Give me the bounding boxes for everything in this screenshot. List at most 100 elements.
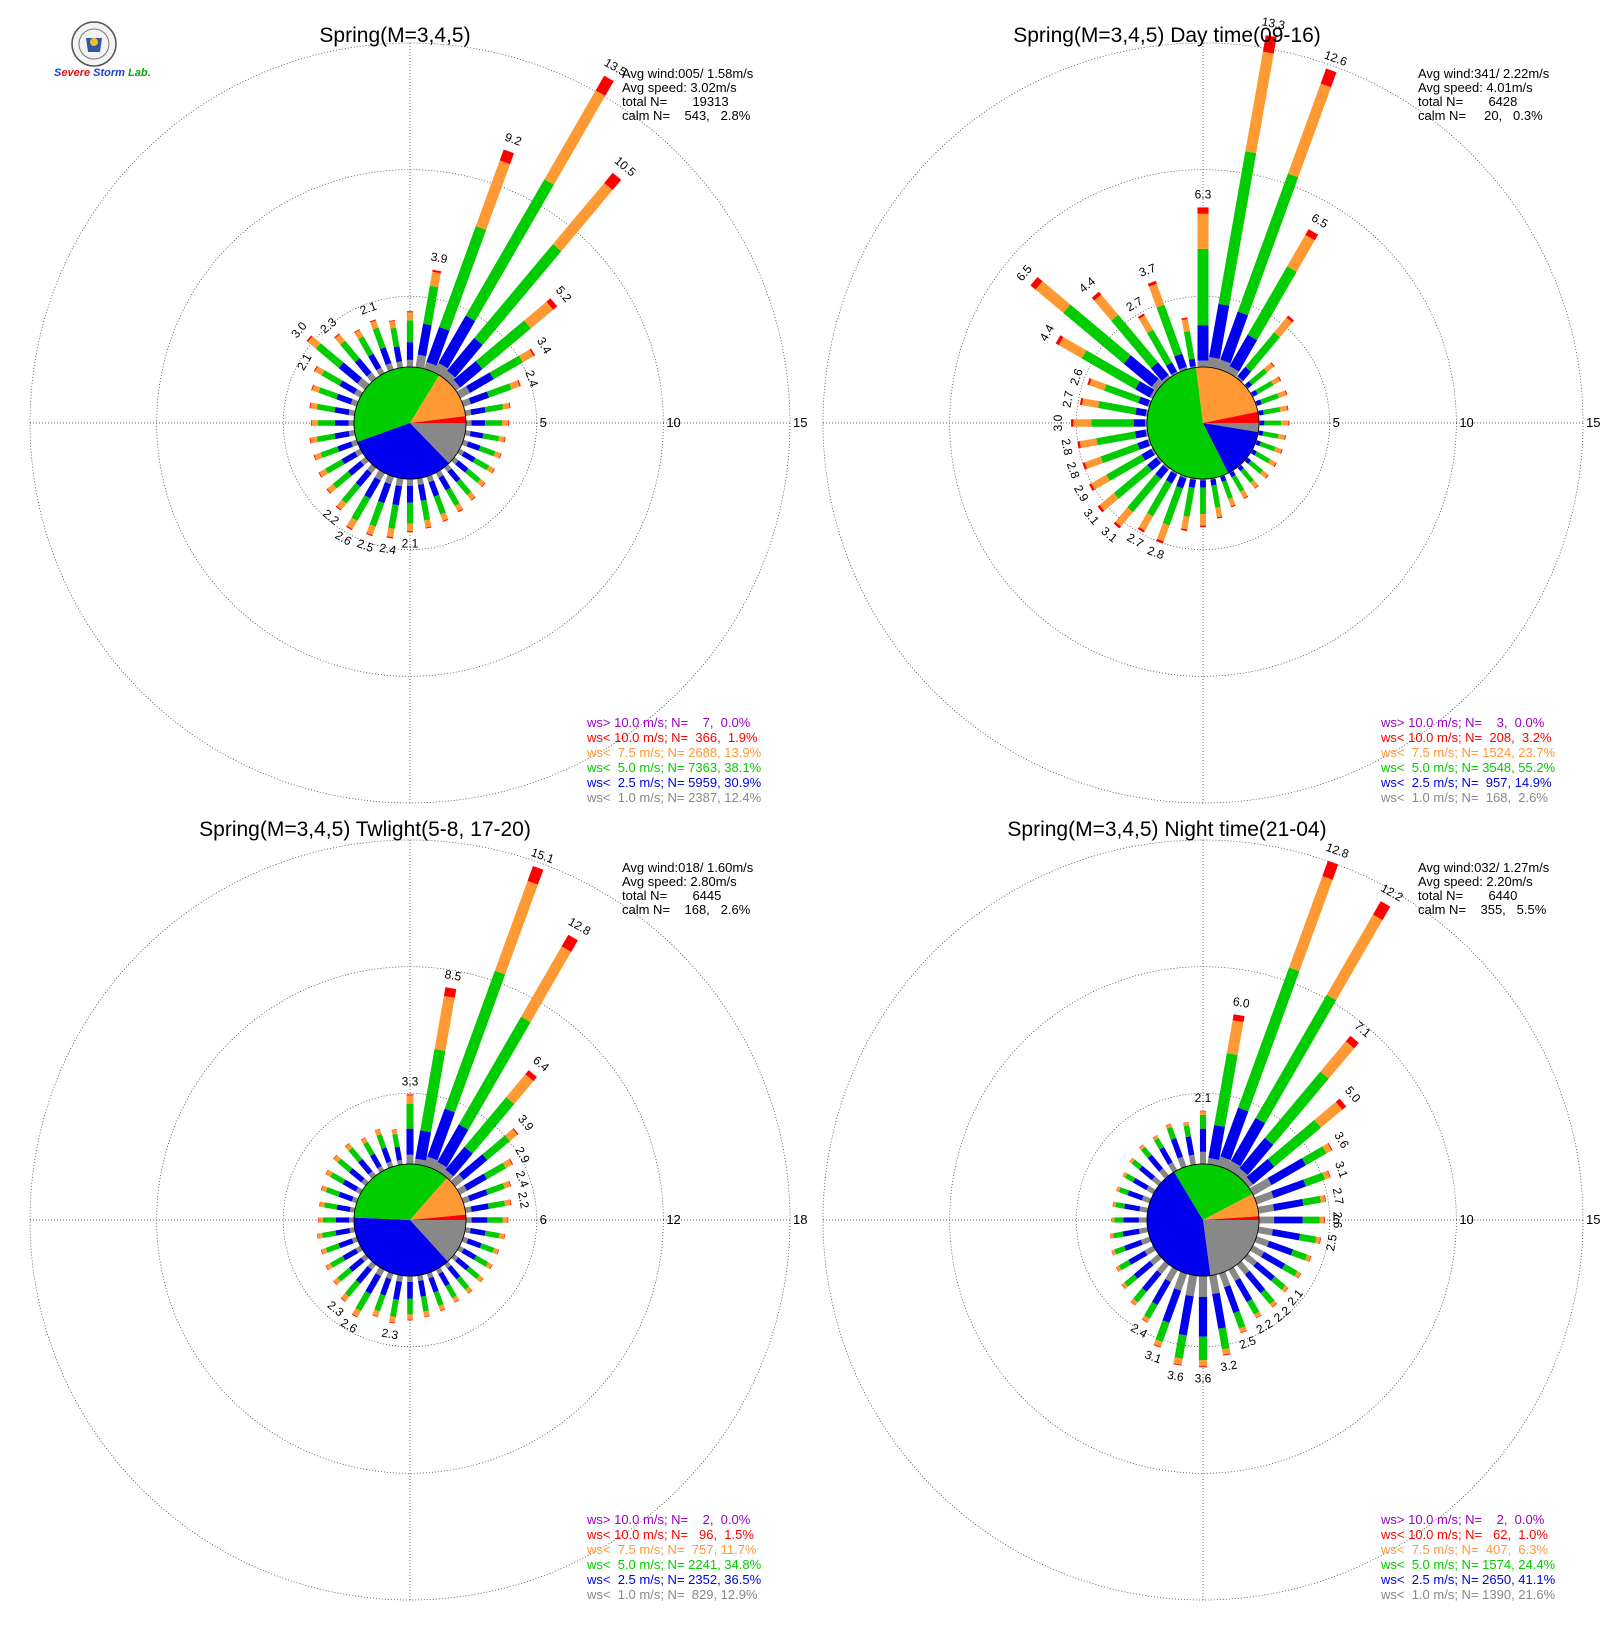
bar-value-label: 5.0	[1342, 1083, 1364, 1105]
bar-segment	[1113, 521, 1122, 529]
bar-segment	[321, 370, 343, 386]
bar-segment	[504, 1128, 518, 1142]
direction-bar	[1087, 378, 1152, 408]
bar-segment	[1158, 1168, 1170, 1179]
bar-segment	[441, 1169, 454, 1181]
bar-segment	[350, 439, 359, 447]
bar-segment	[1345, 1035, 1359, 1049]
ring-label: 15	[1586, 415, 1600, 430]
pie-slice	[1203, 423, 1259, 433]
bar-segment	[1188, 358, 1196, 368]
bar-segment	[502, 402, 510, 410]
bar-segment	[1178, 1294, 1194, 1336]
legend-entry: ws< 2.5 m/s; N= 957, 14.9%	[1380, 775, 1552, 790]
bar-segment	[1238, 967, 1300, 1112]
bar-segment	[1168, 1162, 1178, 1173]
pie-slice	[1147, 367, 1229, 480]
bar-segment	[1244, 384, 1249, 389]
direction-bar	[461, 1180, 512, 1204]
bar-segment	[1130, 1301, 1136, 1306]
bar-segment	[1242, 1176, 1254, 1188]
bar-value-label: 3.1	[1332, 1159, 1351, 1180]
bar-segment	[1087, 378, 1092, 386]
bar-segment	[461, 451, 476, 463]
bar-segment	[381, 1147, 392, 1164]
bar-segment	[1244, 1270, 1266, 1294]
bar-segment	[1121, 1284, 1126, 1290]
bar-segment	[333, 1277, 341, 1285]
bar-segment	[492, 1247, 499, 1255]
bar-segment	[544, 90, 606, 185]
bar-segment	[527, 865, 544, 885]
bar-segment	[1220, 475, 1227, 482]
bar-segment	[502, 420, 509, 426]
direction-bar	[1091, 291, 1171, 384]
bar-segment	[440, 512, 449, 521]
bar-segment	[396, 1159, 403, 1166]
bar-segment	[358, 336, 374, 357]
bar-segment	[1110, 1233, 1114, 1239]
bar-segment	[1258, 430, 1264, 436]
bar-segment	[335, 1228, 351, 1236]
bar-segment	[529, 348, 536, 357]
bar-value-label: 6.5	[1013, 262, 1035, 284]
direction-bar	[310, 420, 354, 426]
bar-segment	[509, 380, 520, 390]
bar-segment	[1208, 1124, 1226, 1160]
bar-segment	[341, 1293, 350, 1302]
bar-segment	[417, 1274, 424, 1282]
direction-bar	[1181, 317, 1197, 369]
bar-segment	[374, 469, 385, 481]
direction-bar	[461, 439, 502, 459]
direction-bar	[1141, 1266, 1178, 1323]
bar-segment	[1250, 479, 1259, 489]
pie-slice	[354, 1217, 448, 1277]
bar-segment	[1115, 1202, 1126, 1209]
bar-segment	[524, 301, 554, 329]
bar-segment	[1267, 1240, 1294, 1256]
bar-segment	[1129, 1157, 1133, 1162]
bar-segment	[546, 298, 558, 310]
direction-bar	[309, 429, 356, 444]
bar-segment	[1208, 1274, 1220, 1295]
direction-bar	[1208, 1274, 1231, 1356]
bar-segment	[344, 1142, 350, 1148]
bar-segment	[1314, 1101, 1343, 1128]
bar-segment	[1298, 1233, 1317, 1244]
bar-segment	[1297, 1272, 1302, 1279]
direction-bar	[1071, 419, 1147, 427]
bar-segment	[1279, 405, 1288, 412]
bar-segment	[1249, 368, 1268, 385]
bar-segment	[604, 172, 622, 191]
bar-segment	[1288, 420, 1290, 426]
bar-segment	[475, 320, 531, 370]
bar-segment	[311, 420, 318, 426]
direction-bar	[423, 865, 544, 1170]
bar-segment	[354, 329, 360, 333]
bar-segment	[517, 379, 521, 387]
direction-bar	[443, 464, 476, 501]
windrose-panel: 5 10 152.16.012.812.27.15.03.63.12.72.62.5…	[822, 818, 1600, 1602]
bar-segment	[502, 1217, 508, 1223]
direction-bar	[311, 384, 359, 407]
bar-segment	[487, 1200, 506, 1210]
bar-segment	[502, 1159, 513, 1169]
bar-segment	[478, 445, 496, 457]
direction-bar	[1236, 315, 1295, 383]
bar-segment	[1254, 1311, 1262, 1318]
bar-value-label: 2.5	[355, 536, 376, 555]
bar-value-label: 2.8	[1064, 460, 1083, 481]
bar-value-label: 3.4	[534, 335, 555, 357]
bar-segment	[369, 319, 376, 323]
seal-star-icon	[90, 38, 98, 46]
bar-segment	[1254, 1236, 1270, 1247]
direction-bar	[1259, 1216, 1325, 1224]
legend-entry: ws< 10.0 m/s; N= 208, 3.2%	[1380, 730, 1552, 745]
bar-segment	[1211, 484, 1221, 508]
bar-segment	[1244, 381, 1253, 389]
bar-segment	[1150, 362, 1169, 381]
bar-value-label: 8.5	[444, 967, 463, 984]
bar-segment	[320, 1185, 324, 1191]
stats-line: Avg wind:005/ 1.58m/s	[622, 66, 754, 81]
bar-segment	[386, 1161, 394, 1169]
